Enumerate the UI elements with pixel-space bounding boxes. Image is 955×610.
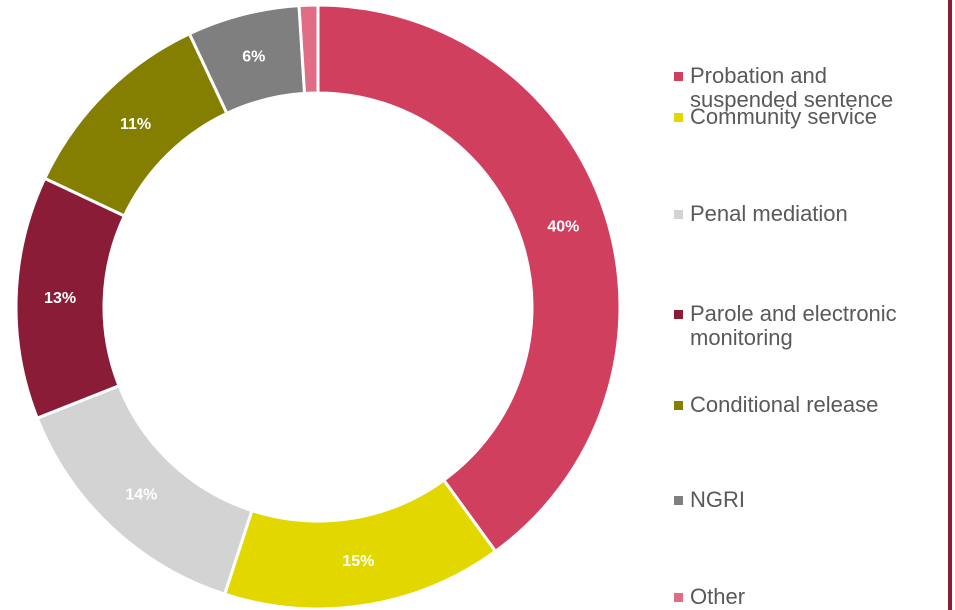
legend-swatch bbox=[674, 310, 683, 319]
slice-label: 15% bbox=[342, 553, 374, 570]
slice-label: 40% bbox=[547, 218, 579, 235]
legend-swatch bbox=[674, 496, 683, 505]
legend-label: NGRI bbox=[690, 487, 745, 512]
legend-swatch bbox=[674, 113, 683, 122]
legend-item: Parole and electronic monitoring bbox=[674, 302, 924, 350]
legend-swatch bbox=[674, 401, 683, 410]
legend-label: Conditional release bbox=[690, 392, 879, 417]
legend-label: Probation and suspended sentence bbox=[690, 63, 894, 112]
legend-label: Community service bbox=[690, 104, 878, 129]
slice-label: 13% bbox=[44, 290, 76, 307]
slice bbox=[222, 478, 498, 610]
legend-item: Community service bbox=[674, 105, 924, 129]
slice-label: 11% bbox=[120, 116, 151, 133]
legend-item: Penal mediation bbox=[674, 202, 924, 226]
slice-label: 14% bbox=[125, 486, 157, 503]
legend-label: Penal mediation bbox=[690, 201, 848, 226]
legend-label: Other bbox=[690, 584, 746, 609]
slice-label: 6% bbox=[242, 48, 265, 65]
slice bbox=[316, 3, 622, 554]
legend-swatch bbox=[674, 593, 683, 602]
legend-label: Parole and electronic monitoring bbox=[690, 301, 897, 350]
edge-bar bbox=[948, 0, 952, 610]
legend-item: NGRI bbox=[674, 488, 924, 512]
legend-item: Probation and suspended sentence bbox=[674, 64, 924, 112]
legend-item: Conditional release bbox=[674, 393, 924, 417]
slice bbox=[297, 3, 320, 96]
legend-swatch bbox=[674, 72, 683, 81]
legend-item: Other bbox=[674, 585, 924, 609]
legend-swatch bbox=[674, 210, 683, 219]
